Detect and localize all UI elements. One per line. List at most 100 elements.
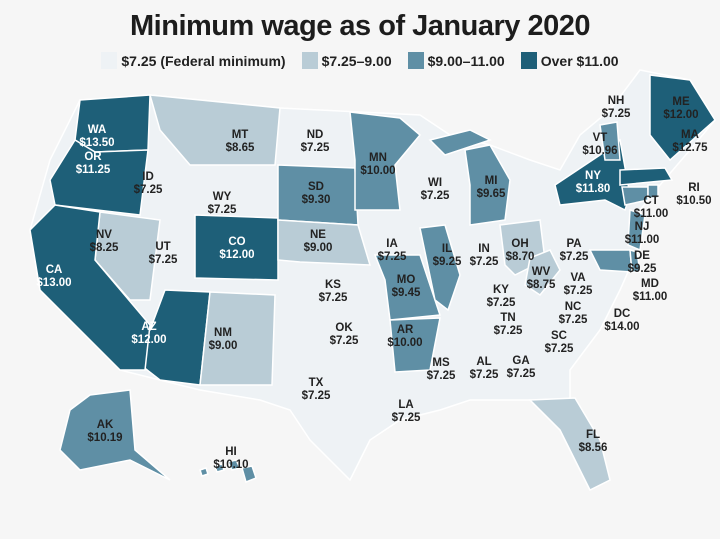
state-label-ok: OK $7.25	[330, 322, 359, 348]
state-label-hi: HI $10.10	[213, 446, 248, 472]
state-label-fl: FL $8.56	[579, 429, 608, 455]
state-code: NM	[214, 327, 232, 339]
state-code: SD	[308, 181, 324, 193]
state-wage: $10.10	[213, 459, 249, 471]
state-code: NE	[310, 229, 326, 241]
legend-item-high: Over $11.00	[520, 52, 619, 69]
state-me	[649, 74, 716, 162]
state-mt	[148, 94, 281, 166]
state-label-la: LA $7.25	[392, 399, 421, 425]
legend-swatch	[407, 52, 424, 69]
state-code: WY	[212, 191, 232, 203]
state-label-ny: NY $11.80	[576, 170, 611, 196]
state-code: OH	[511, 238, 529, 250]
state-label-wy: WY $7.25	[208, 191, 237, 217]
state-wage: $7.25	[377, 251, 407, 263]
state-wage: $11.00	[624, 234, 660, 246]
state-label-or: OR $11.25	[76, 151, 111, 177]
state-code: NV	[96, 229, 112, 241]
state-hi-island	[226, 459, 242, 471]
state-label-al: AL $7.25	[470, 356, 499, 382]
state-code: ME	[672, 96, 690, 108]
state-code: GA	[512, 355, 530, 367]
state-label-nj: NJ $11.00	[625, 221, 660, 247]
state-wage: $9.00	[303, 242, 333, 254]
state-code: CO	[228, 236, 246, 248]
state-label-ct: CT $11.00	[634, 195, 669, 221]
state-code: AK	[96, 419, 114, 431]
state-hi-island	[214, 463, 225, 473]
state-label-sc: SC $7.25	[545, 330, 574, 356]
state-wage: $14.00	[604, 321, 640, 333]
state-code: TN	[500, 312, 516, 324]
state-label-ca: CA $13.00	[36, 264, 71, 290]
legend-label: Over $11.00	[540, 52, 619, 69]
state-wage: $7.25	[469, 256, 499, 268]
state-code: NC	[564, 301, 582, 313]
state-wage: $11.25	[75, 164, 111, 176]
state-ma	[619, 167, 674, 186]
state-code: MN	[369, 152, 387, 164]
state-label-nm: NM $9.00	[209, 327, 238, 353]
state-code: IN	[478, 243, 490, 255]
state-code: SC	[551, 330, 567, 342]
state-code: MT	[231, 129, 249, 141]
state-code: OK	[335, 322, 353, 334]
state-code: DE	[634, 250, 650, 262]
state-hi-island	[241, 465, 257, 484]
state-wage: $7.25	[329, 335, 359, 347]
state-co	[194, 214, 279, 281]
legend: $7.25 (Federal minimum) $7.25–9.00 $9.00…	[0, 52, 720, 69]
state-wage: $9.25	[432, 256, 462, 268]
state-code: MI	[484, 175, 498, 187]
state-code: KY	[493, 284, 509, 296]
state-code: NJ	[634, 221, 650, 233]
state-wage: $8.65	[225, 142, 255, 154]
state-label-il: IL $9.25	[433, 243, 462, 269]
state-wage: $10.96	[582, 145, 618, 157]
state-code: ID	[142, 171, 154, 183]
state-label-tx: TX $7.25	[302, 377, 331, 403]
state-or	[49, 138, 149, 216]
state-label-ar: AR $10.00	[387, 324, 422, 350]
state-label-ne: NE $9.00	[304, 229, 333, 255]
state-label-md: MD $11.00	[633, 278, 668, 304]
state-code: DC	[613, 308, 631, 320]
state-label-co: CO $12.00	[219, 236, 254, 262]
legend-swatch	[301, 52, 318, 69]
state-code: MD	[641, 278, 659, 290]
state-code: MO	[396, 274, 416, 286]
state-mi	[464, 144, 511, 226]
state-code: VA	[570, 272, 586, 284]
state-wage: $7.25	[426, 370, 456, 382]
state-label-tn: TN $7.25	[494, 312, 523, 338]
state-code: FL	[585, 429, 601, 441]
state-wage: $12.00	[219, 249, 255, 261]
state-label-ut: UT $7.25	[149, 241, 178, 267]
state-label-mi: MI $9.65	[477, 175, 506, 201]
state-wage: $9.25	[627, 263, 657, 275]
state-ca	[29, 204, 151, 371]
state-label-ma: MA $12.75	[672, 129, 707, 155]
state-code: UT	[155, 241, 171, 253]
state-label-wa: WA $13.50	[79, 124, 114, 150]
state-code: IA	[386, 238, 398, 250]
state-code: NH	[607, 95, 625, 107]
state-nm	[199, 291, 276, 386]
state-wage: $7.25	[559, 251, 589, 263]
state-ri	[647, 184, 659, 199]
state-label-id: ID $7.25	[134, 171, 163, 197]
state-label-nh: NH $7.25	[602, 95, 631, 121]
state-mi-upper	[428, 129, 492, 156]
state-ct	[621, 186, 649, 206]
state-wage: $7.25	[300, 142, 330, 154]
state-label-de: DE $9.25	[628, 250, 657, 276]
state-code: TX	[308, 377, 324, 389]
state-code: AZ	[141, 321, 157, 333]
map-title: Minimum wage as of January 2020	[130, 10, 590, 42]
legend-item-mid: $9.00–11.00	[407, 52, 505, 69]
state-mo	[373, 254, 442, 321]
state-label-oh: OH $8.70	[506, 238, 535, 264]
state-wage: $7.25	[558, 314, 588, 326]
